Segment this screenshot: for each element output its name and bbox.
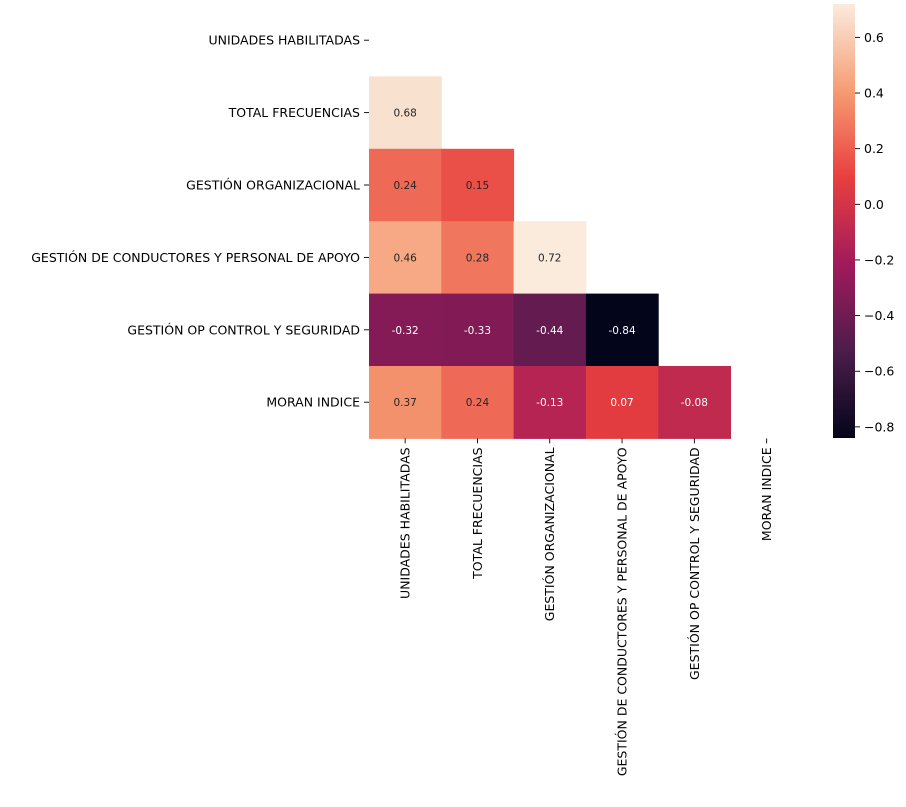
heatmap-cell <box>441 293 515 367</box>
cell-value-label: 0.28 <box>466 252 489 264</box>
heatmap-cells <box>369 76 731 439</box>
cell-annotations: 0.68 0.24 0.15 0.46 0.28 0.72 -0.32 -0.33 -0.44 -… <box>392 108 708 410</box>
cell-value-label: -0.44 <box>536 325 563 337</box>
y-tick-label: MORAN INDICE <box>266 395 360 410</box>
colorbar-ticks: 0.6 0.4 0.2 0.0 −0.2 −0.4 −0.6 −0.8 <box>855 30 894 434</box>
cell-value-label: 0.68 <box>393 108 416 120</box>
cell-value-label: -0.33 <box>464 325 491 337</box>
colorbar-tick-label: 0.4 <box>864 86 884 101</box>
cell-value-label: -0.13 <box>536 397 563 409</box>
x-tick-label: GESTIÓN ORGANIZACIONAL <box>542 447 557 621</box>
cell-value-label: 0.07 <box>610 397 633 409</box>
colorbar-tick-label: 0.2 <box>864 141 884 156</box>
cell-value-label: 0.24 <box>466 397 490 409</box>
colorbar: 0.6 0.4 0.2 0.0 −0.2 −0.4 −0.6 −0.8 <box>833 4 894 438</box>
heatmap-cell <box>513 293 587 367</box>
y-tick-label: GESTIÓN DE CONDUCTORES Y PERSONAL DE APO… <box>31 250 360 265</box>
cell-value-label: 0.15 <box>466 180 489 192</box>
cell-value-label: 0.37 <box>393 397 416 409</box>
y-tick-label: GESTIÓN ORGANIZACIONAL <box>186 178 360 193</box>
y-axis: UNIDADES HABILITADAS TOTAL FRECUENCIAS GES… <box>31 33 369 410</box>
y-tick-label: UNIDADES HABILITADAS <box>208 33 360 48</box>
cell-value-label: -0.84 <box>608 325 635 337</box>
colorbar-tick-label: −0.2 <box>864 252 894 267</box>
x-tick-label: GESTIÓN DE CONDUCTORES Y PERSONAL DE APO… <box>615 447 630 776</box>
cell-value-label: 0.72 <box>538 252 561 264</box>
cell-value-label: 0.46 <box>393 252 417 264</box>
colorbar-tick-label: −0.4 <box>864 308 894 323</box>
x-tick-label: TOTAL FRECUENCIAS <box>470 447 485 579</box>
colorbar-tick-label: −0.6 <box>864 364 894 379</box>
colorbar-gradient <box>833 4 855 438</box>
heatmap-cell <box>369 76 442 150</box>
heatmap-cell <box>513 221 587 295</box>
heatmap-cell <box>585 293 659 367</box>
x-tick-label: MORAN INDICE <box>759 447 774 541</box>
colorbar-tick-label: 0.6 <box>864 30 884 45</box>
heatmap-cell <box>585 366 659 439</box>
heatmap-cell <box>441 366 515 439</box>
heatmap-cell <box>441 221 515 295</box>
cell-value-label: -0.08 <box>681 397 708 409</box>
x-tick-label: GESTIÓN OP CONTROL Y SEGURIDAD <box>687 447 702 680</box>
heatmap-cell <box>369 221 442 295</box>
x-tick-label: UNIDADES HABILITADAS <box>398 447 413 599</box>
cell-value-label: 0.24 <box>393 180 417 192</box>
x-axis: UNIDADES HABILITADAS TOTAL FRECUENCIAS GES… <box>398 438 774 776</box>
colorbar-tick-label: −0.8 <box>864 419 894 434</box>
heatmap-cell <box>369 366 442 439</box>
cell-value-label: -0.32 <box>392 325 419 337</box>
heatmap-cell <box>513 366 587 439</box>
heatmap-cell <box>658 366 731 439</box>
colorbar-tick-label: 0.0 <box>864 197 884 212</box>
heatmap-cell <box>369 293 442 367</box>
y-tick-label: TOTAL FRECUENCIAS <box>228 105 360 120</box>
heatmap-cell <box>369 148 442 222</box>
heatmap-cell <box>441 148 515 222</box>
y-tick-label: GESTIÓN OP CONTROL Y SEGURIDAD <box>127 322 360 337</box>
